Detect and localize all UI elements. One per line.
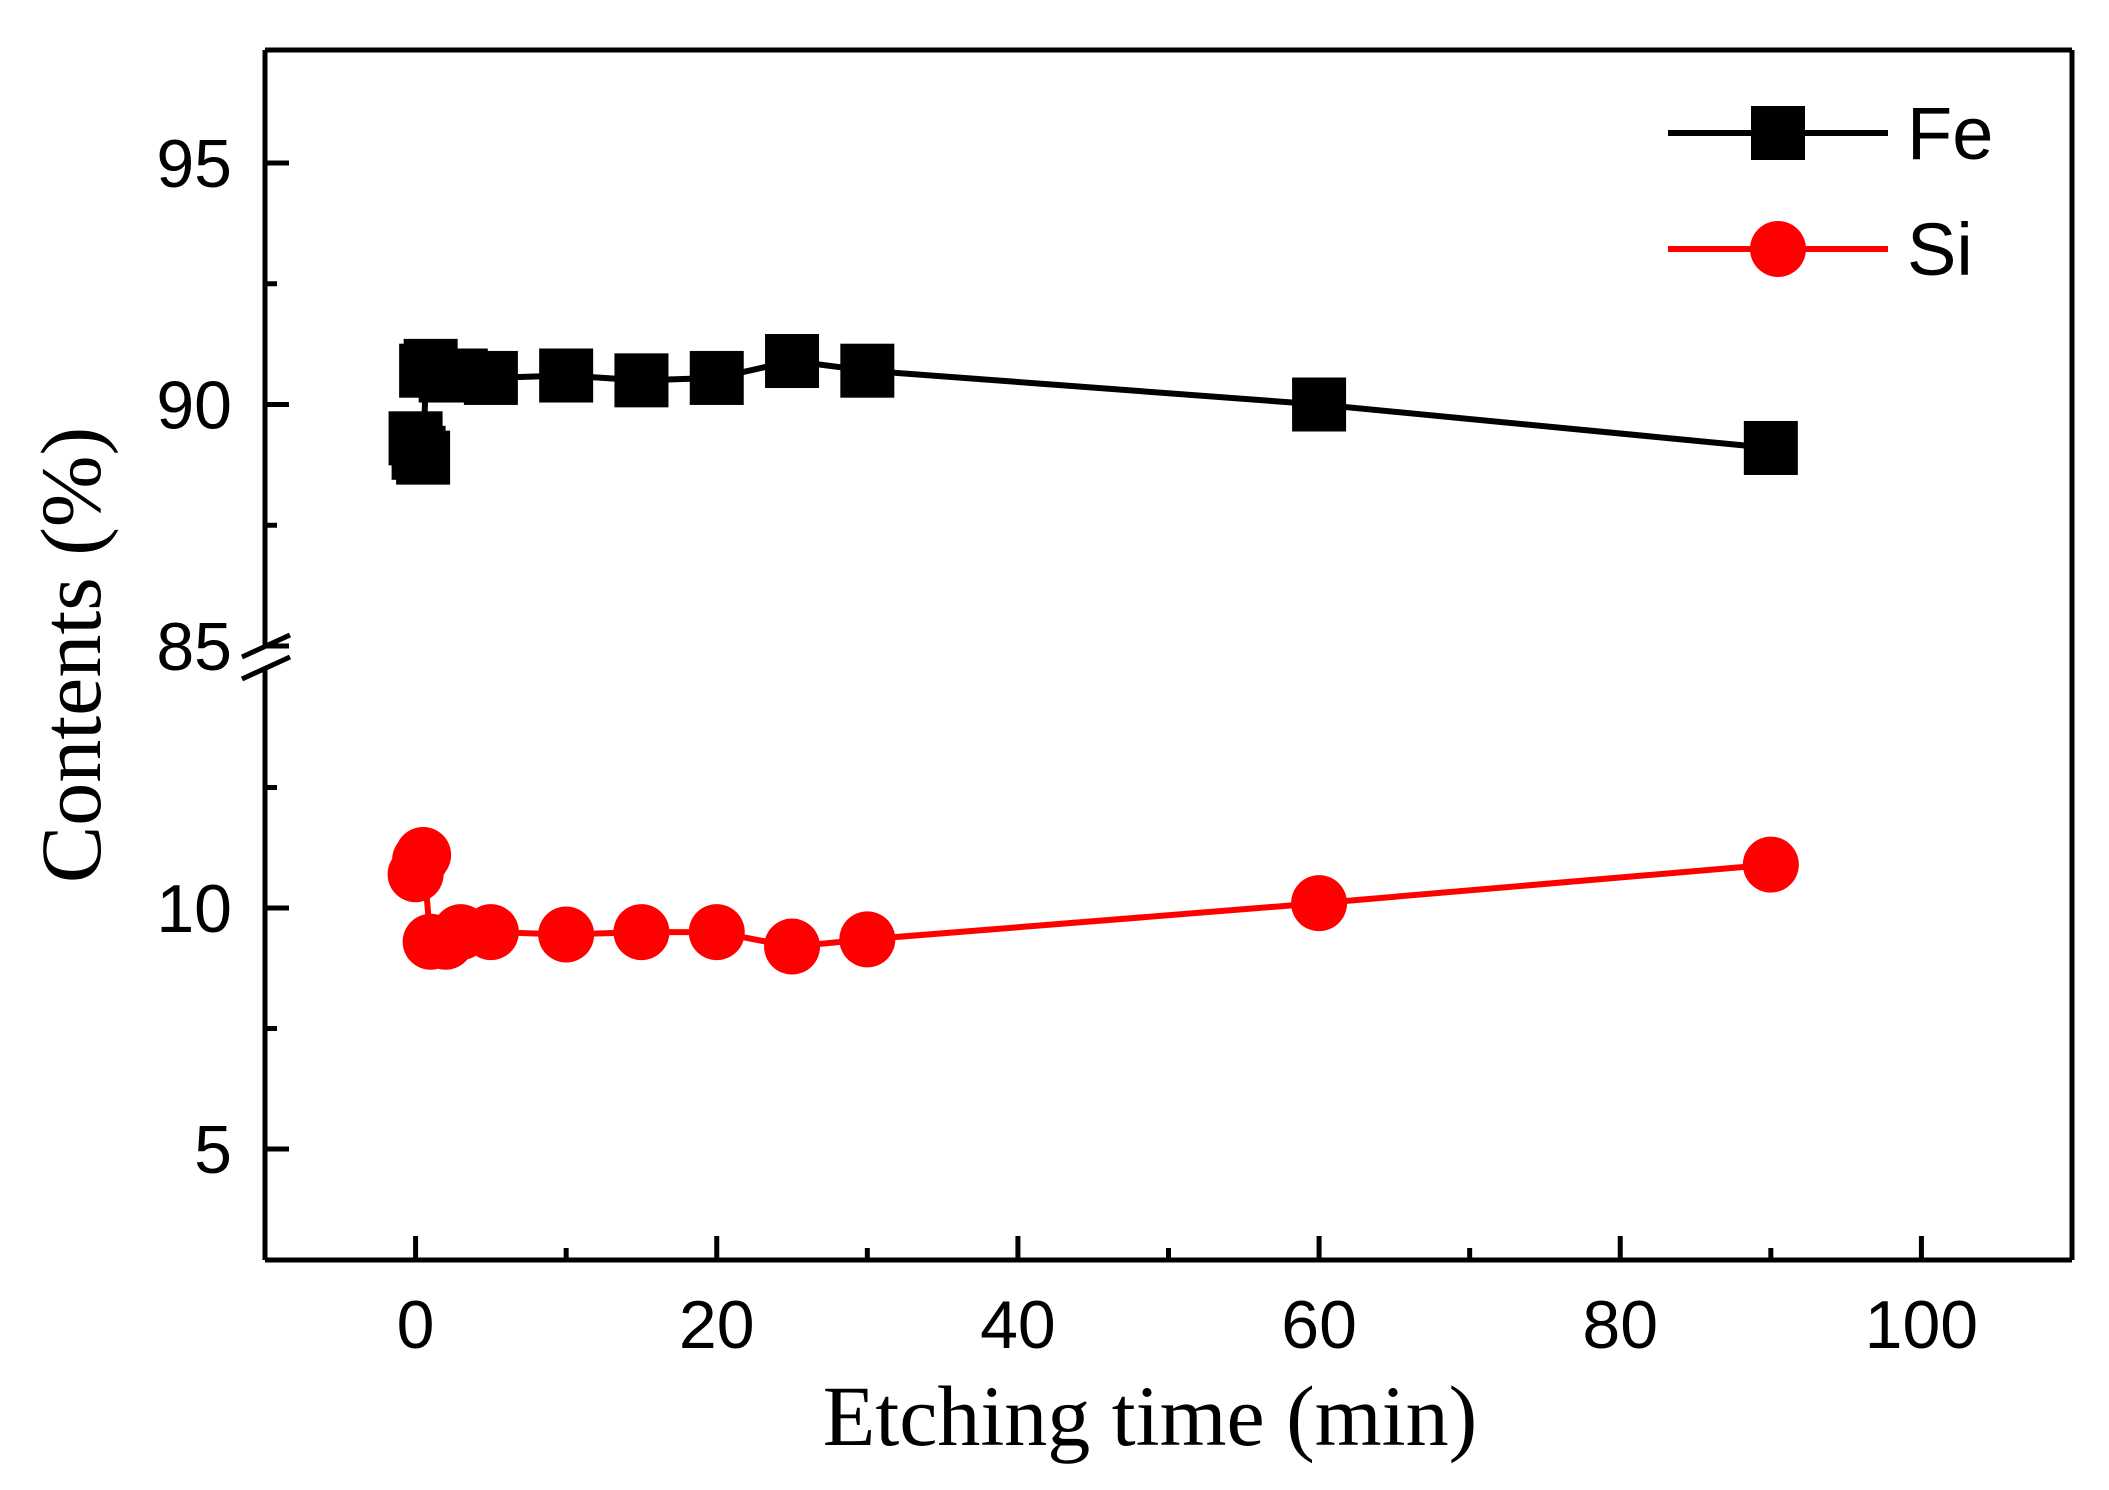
x-tick-label: 80 [1582,1287,1658,1363]
legend: Fe Si [1668,92,1993,291]
legend-item-si: Si [1668,208,1973,291]
data-point-si [395,826,452,883]
data-point-fe [463,350,518,405]
data-point-fe [1743,420,1798,475]
x-tick-label: 40 [980,1287,1056,1363]
y-tick-label: 95 [156,126,232,202]
y-tick-label: 85 [156,609,232,685]
axis-tick-labels: 0 20 40 60 80 100 85 90 95 5 10 [156,126,1978,1363]
y-tick-label: 90 [156,368,232,444]
x-tick-label: 20 [679,1287,755,1363]
y-axis-title: Contents (%) [23,427,119,883]
legend-fe-marker [1751,106,1805,160]
data-point-si [538,906,595,963]
data-point-si [839,911,896,968]
axis-ticks [265,160,2075,1260]
data-point-si [613,904,670,961]
data-point-si [764,918,821,975]
data-point-fe [539,348,594,403]
data-point-fe [1292,377,1347,432]
legend-si-label: Si [1907,208,1973,291]
series-layer [387,334,1799,975]
legend-fe-label: Fe [1907,92,1993,175]
legend-si-marker [1750,221,1806,277]
x-tick-label: 60 [1281,1287,1357,1363]
data-point-fe [765,334,820,389]
data-point-fe [840,343,895,398]
x-tick-label: 100 [1865,1287,1978,1363]
data-point-fe [396,430,451,485]
x-axis-title: Etching time (min) [823,1368,1477,1464]
legend-item-fe: Fe [1668,92,1993,175]
x-tick-label: 0 [397,1287,435,1363]
data-point-fe [689,350,744,405]
data-point-si [688,904,745,961]
data-point-si [1742,836,1799,893]
y-tick-label: 5 [194,1112,232,1188]
y-tick-label: 10 [156,871,232,947]
data-point-fe [614,353,669,408]
data-point-si [1291,875,1348,932]
data-point-si [462,904,519,961]
